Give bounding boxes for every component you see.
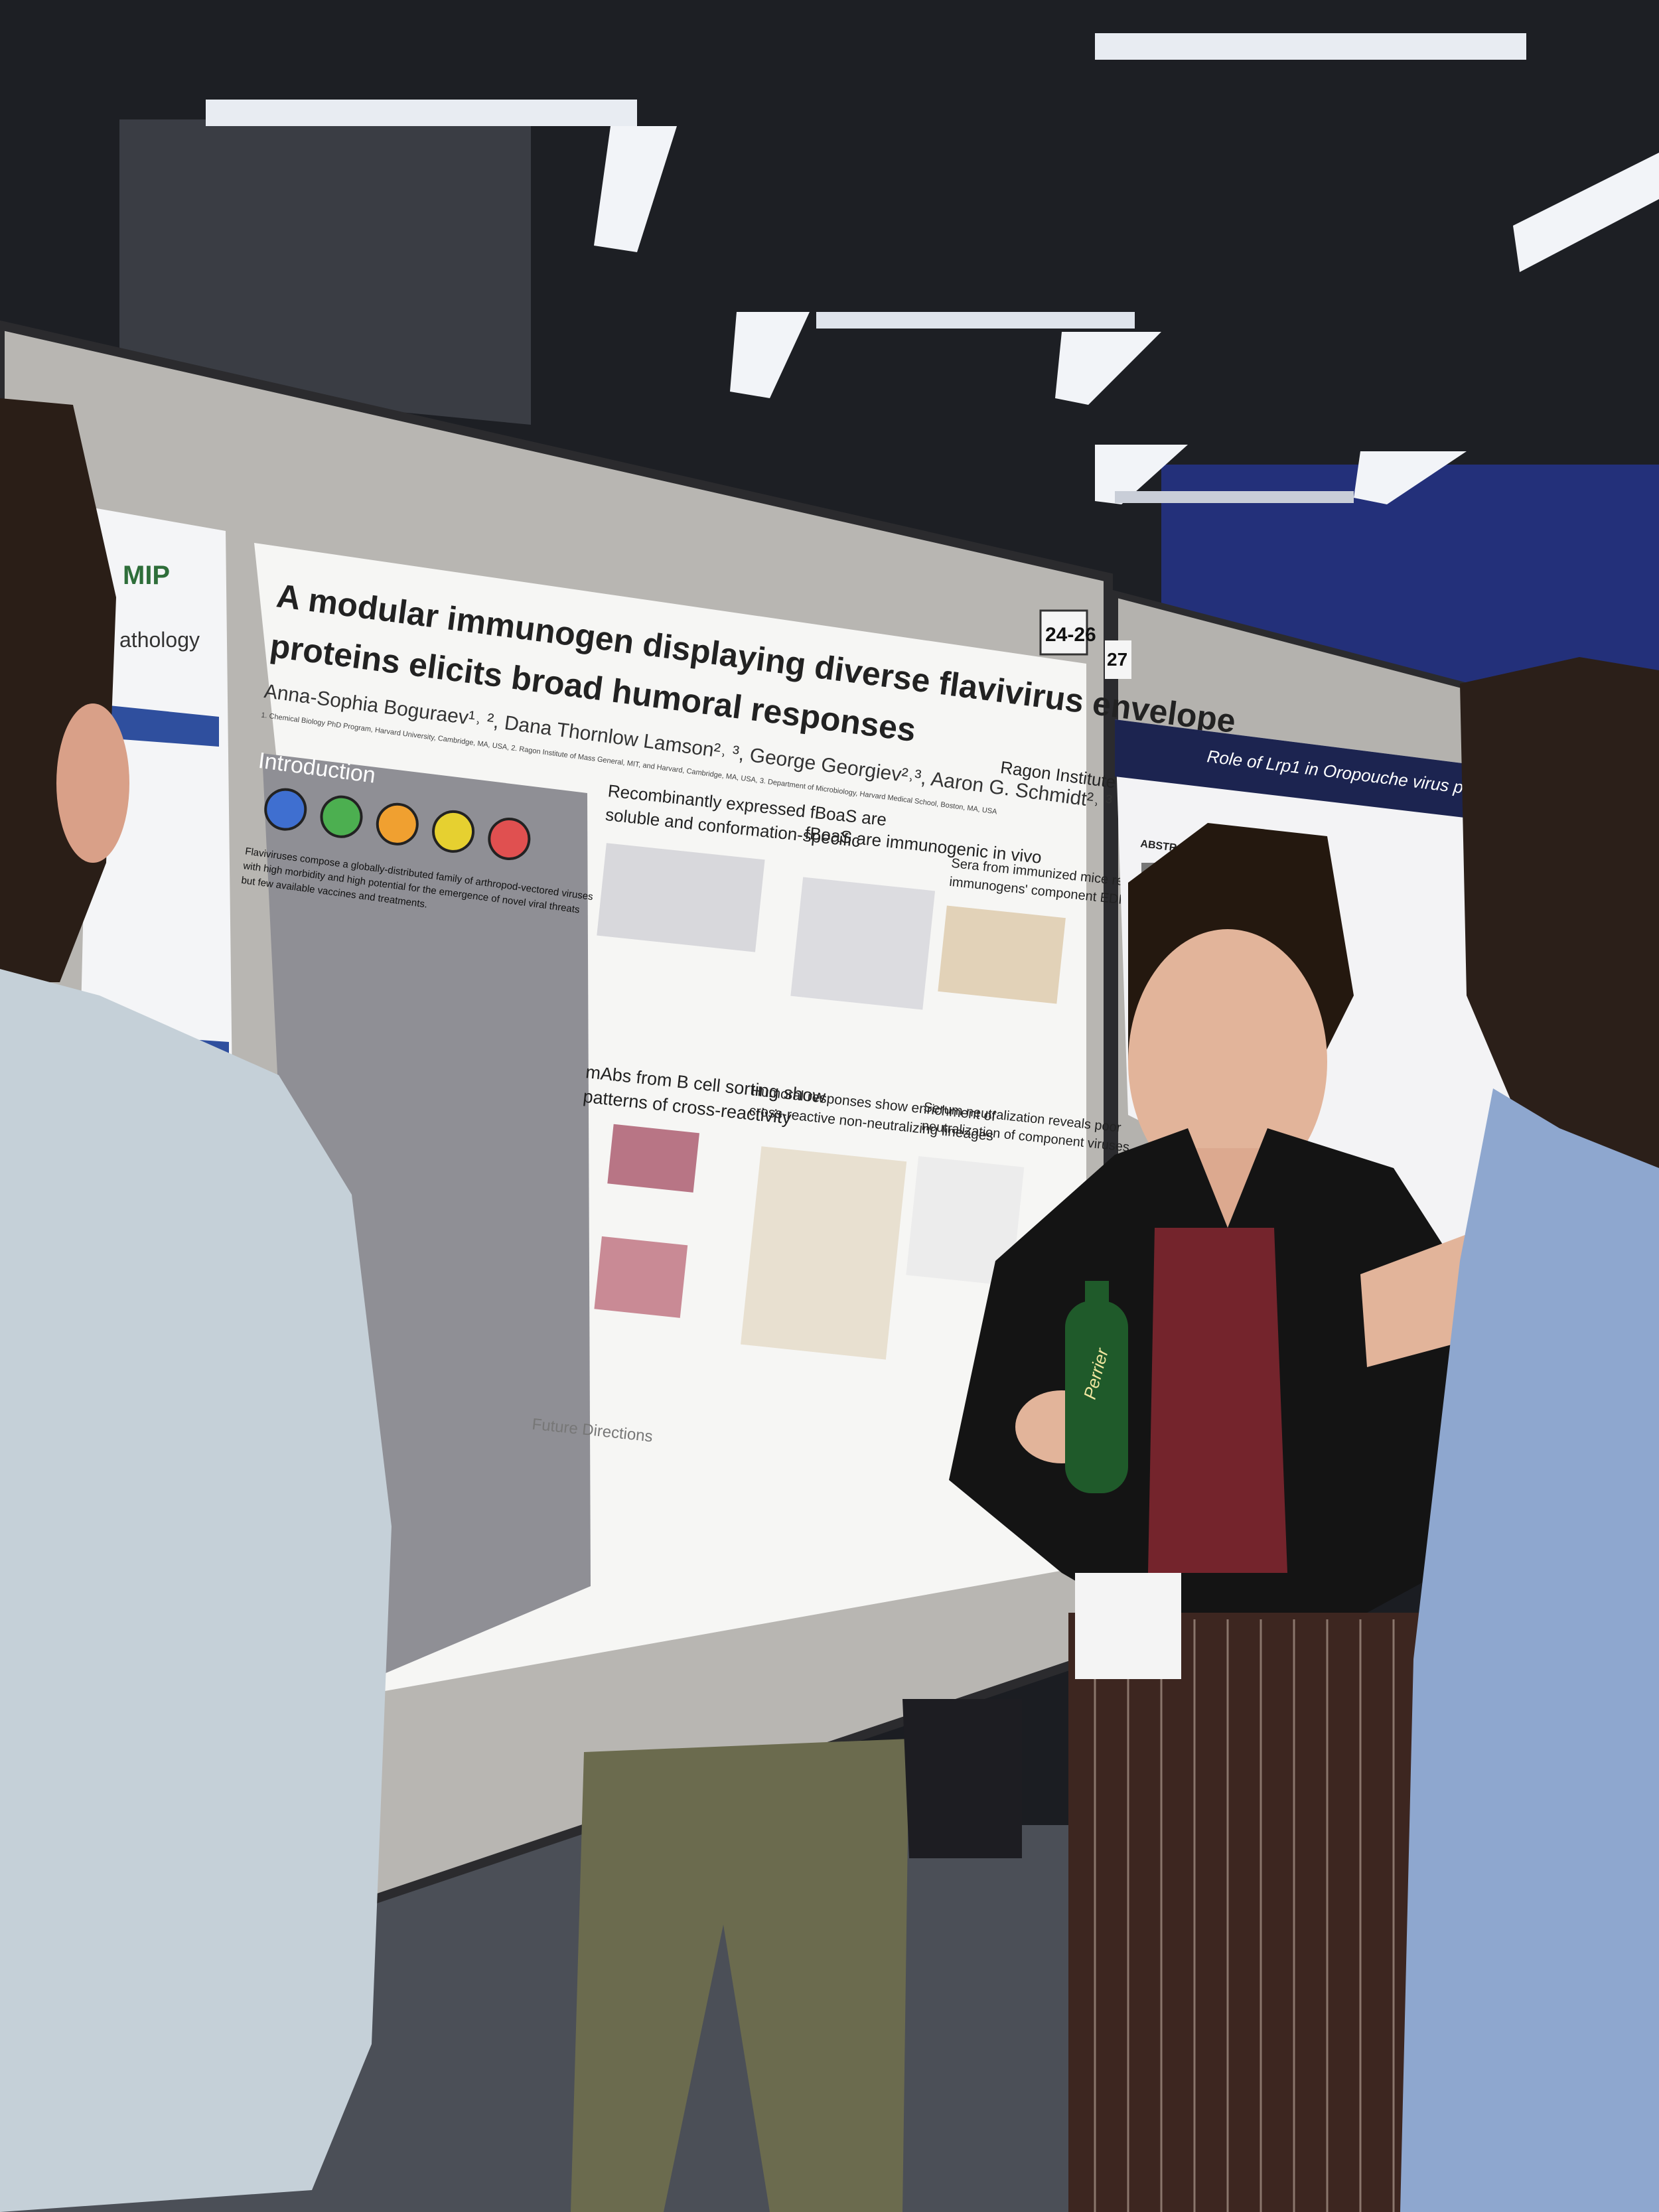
bottle-neck [1085,1281,1109,1314]
ceiling-light [1095,445,1188,504]
figure [906,1156,1025,1286]
results-headings: Recombinantly expressed fBoaS are solubl… [531,780,1163,1445]
name-badge [1075,1573,1181,1679]
pinstripes [1094,1619,1395,2212]
hair [1460,657,1659,1195]
board-label [1039,609,1088,656]
ceiling-light [1095,33,1526,60]
ceiling-light [1115,491,1354,503]
virus-icons [264,788,531,860]
ear [56,703,129,863]
trousers [1068,1613,1430,2212]
figure [597,843,765,952]
figure [594,1236,688,1318]
virus-icon [376,802,419,846]
poster-left [80,508,232,1088]
virus-icon [488,817,531,860]
top [1148,1228,1287,1573]
ceiling-light [816,312,1135,329]
board-label [1105,640,1131,679]
virus-icon [320,795,363,838]
ceiling-light [1354,451,1467,504]
wall-column [119,119,531,425]
logo-text: MIP [123,561,170,590]
dress [902,1699,1022,1858]
checked-shirt [1400,1088,1659,2212]
ceiling-light [730,312,810,398]
virus-icon [432,810,475,853]
poster-text: athology [119,628,200,652]
shirt [0,969,392,2212]
ceiling-light [594,126,677,252]
figure [741,1146,907,1360]
ceiling-light [1513,153,1659,272]
poster-header [1115,719,1510,823]
figure [790,877,936,1010]
virus-icon [264,788,307,831]
bottle [1065,1301,1128,1493]
person-legs [571,1739,909,2212]
board-number: 27 [1107,649,1127,670]
ceiling-light [206,100,637,126]
board-number: 24-26 [1045,624,1096,646]
ceiling-light [1055,332,1161,405]
figure [607,1124,699,1193]
figure [938,905,1066,1004]
face [1128,929,1327,1195]
